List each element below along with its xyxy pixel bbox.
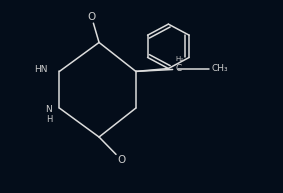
Text: O: O (117, 155, 126, 165)
Text: C: C (175, 64, 182, 73)
Text: HN: HN (35, 65, 48, 74)
Text: H₂: H₂ (175, 56, 184, 62)
Text: H: H (46, 115, 52, 124)
Text: N: N (46, 105, 52, 113)
Text: O: O (88, 12, 96, 22)
Text: CH₃: CH₃ (212, 64, 228, 73)
